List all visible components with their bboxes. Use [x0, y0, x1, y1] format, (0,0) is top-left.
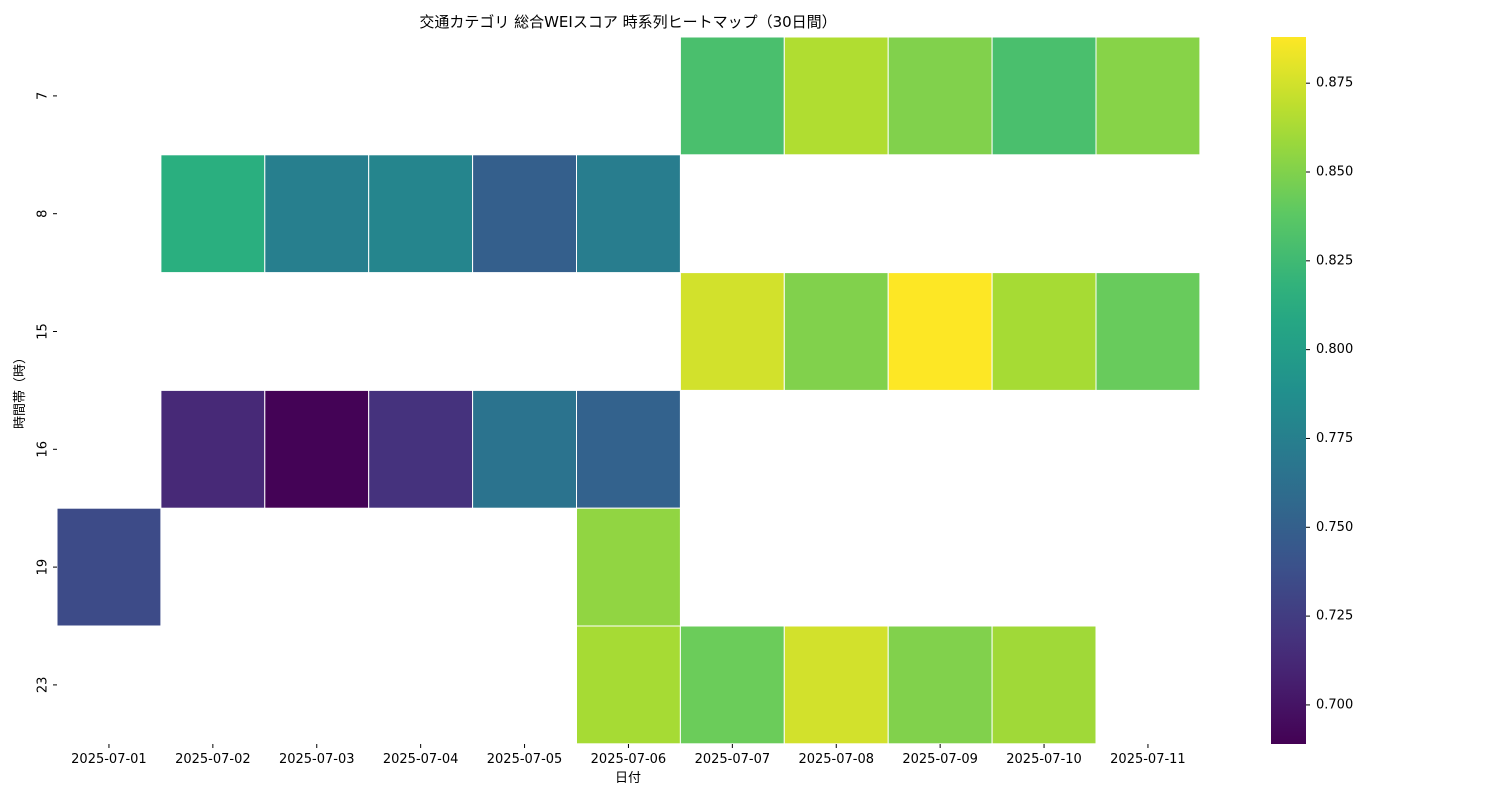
- x-tick-label: 2025-07-05: [487, 752, 563, 767]
- heatmap-cell: [576, 389, 681, 509]
- x-tick-label: 2025-07-07: [695, 752, 771, 767]
- y-tick-label: 15: [36, 323, 51, 340]
- heatmap-cell: [264, 154, 370, 274]
- colorbar-tick-label: 0.875: [1316, 76, 1353, 91]
- x-tick-label: 2025-07-11: [1110, 752, 1186, 767]
- x-tick-label: 2025-07-09: [902, 752, 978, 767]
- colorbar-tick-label: 0.775: [1316, 431, 1353, 446]
- y-tick-label: 23: [36, 677, 51, 694]
- heatmap-cell: [56, 507, 162, 627]
- heatmap-cell: [679, 272, 785, 391]
- heatmap-cell: [160, 389, 266, 509]
- heatmap-cell: [991, 36, 1097, 156]
- heatmap-cell: [576, 154, 681, 274]
- heatmap-cell: [160, 154, 266, 274]
- x-tick-label: 2025-07-10: [1006, 752, 1082, 767]
- y-tick-label: 8: [36, 210, 51, 218]
- heatmap-cell: [1095, 272, 1201, 391]
- colorbar: [1271, 37, 1306, 744]
- heatmap-cell: [368, 389, 474, 509]
- x-tick-label: 2025-07-02: [175, 752, 251, 767]
- colorbar-tick-label: 0.850: [1316, 165, 1353, 180]
- x-tick-label: 2025-07-06: [591, 752, 667, 767]
- heatmap-cell: [887, 272, 993, 391]
- heatmap-cell: [472, 154, 578, 274]
- heatmap-cell: [887, 625, 993, 745]
- heatmap-cell: [679, 36, 785, 156]
- colorbar-tick-label: 0.750: [1316, 520, 1353, 535]
- x-tick-label: 2025-07-08: [798, 752, 874, 767]
- heatmap-cell: [264, 389, 370, 509]
- colorbar-tick-label: 0.700: [1316, 697, 1353, 712]
- heatmap-cell: [991, 625, 1097, 745]
- x-tick-label: 2025-07-04: [383, 752, 459, 767]
- heatmap-cell: [368, 154, 474, 274]
- y-axis-label: 時間帯（時）: [13, 351, 28, 429]
- chart-title: 交通カテゴリ 総合WEIスコア 時系列ヒートマップ（30日間）: [419, 13, 836, 31]
- heatmap-cell: [1095, 36, 1201, 156]
- colorbar-ticks: 0.700 0.725 0.750 0.775 0.800 0.825 0.850 0.875: [1306, 76, 1353, 712]
- y-tick-label: 19: [36, 559, 51, 576]
- heatmap-cell: [576, 507, 681, 627]
- heatmap-cell: [472, 389, 578, 509]
- y-axis-ticks: 7 8 15 16 19 23: [36, 92, 57, 694]
- x-tick-label: 2025-07-03: [279, 752, 355, 767]
- colorbar-tick-label: 0.825: [1316, 253, 1353, 268]
- heatmap-cell: [991, 272, 1097, 391]
- y-tick-label: 7: [36, 92, 51, 100]
- colorbar-tick-label: 0.800: [1316, 342, 1353, 357]
- x-tick-label: 2025-07-01: [71, 752, 147, 767]
- colorbar-tick-label: 0.725: [1316, 609, 1353, 624]
- heatmap-cell: [783, 272, 889, 391]
- heatmap-cell: [783, 36, 889, 156]
- heatmap-cell: [576, 625, 681, 745]
- heatmap-cell: [887, 36, 993, 156]
- x-axis-label: 日付: [615, 771, 641, 786]
- x-axis-ticks: 2025-07-01 2025-07-02 2025-07-03 2025-07-04…: [71, 744, 1186, 767]
- y-tick-label: 16: [36, 441, 51, 458]
- heatmap-cells: [56, 36, 1201, 745]
- heatmap-cell: [679, 625, 785, 745]
- heatmap-cell: [783, 625, 889, 745]
